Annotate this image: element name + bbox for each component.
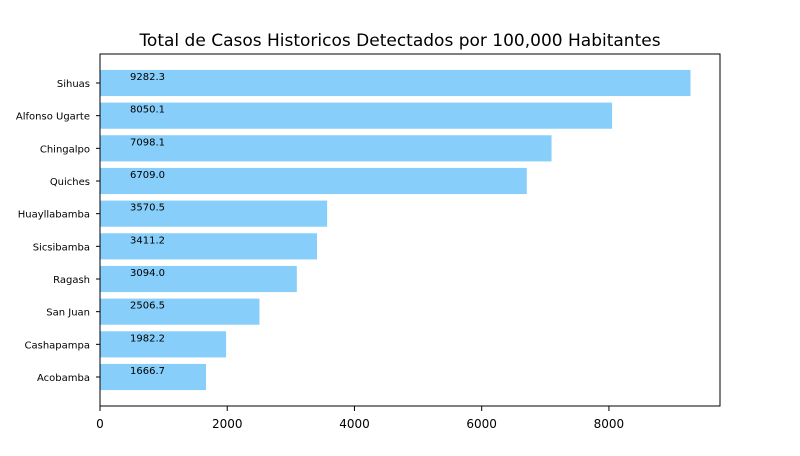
- value-label: 2506.5: [130, 301, 165, 312]
- bar: [100, 69, 691, 97]
- category-label: Huayllabamba: [18, 210, 90, 221]
- category-labels: Sihuas Alfonso Ugarte Chingalpo Quiches Huay…: [16, 79, 100, 384]
- bar: [100, 167, 527, 195]
- bars-layer: [100, 69, 691, 391]
- category-label: Cashapampa: [25, 340, 90, 351]
- value-labels: 9282.3 8050.1 7098.1 6709.0 3570.5 3411.2 3094…: [130, 72, 165, 377]
- x-tick-label: 6000: [466, 417, 497, 431]
- category-label: Ragash: [53, 275, 90, 286]
- bar: [100, 102, 613, 129]
- bar: [100, 363, 207, 391]
- bar: [100, 200, 328, 227]
- x-axis: 0 2000 4000 6000 8000: [96, 406, 624, 431]
- bar: [100, 265, 297, 293]
- bar: [100, 298, 260, 325]
- x-tick-label: 8000: [594, 417, 625, 431]
- category-label: Sicsibamba: [33, 242, 90, 253]
- value-label: 1666.7: [130, 366, 165, 377]
- x-tick-label: 0: [96, 417, 104, 431]
- category-label: Chingalpo: [40, 144, 90, 155]
- value-label: 9282.3: [130, 72, 165, 83]
- value-label: 8050.1: [130, 105, 165, 116]
- category-label: Acobamba: [37, 373, 90, 384]
- category-label: San Juan: [46, 308, 90, 319]
- plot-frame: [99, 53, 721, 407]
- category-label: Alfonso Ugarte: [16, 112, 90, 123]
- category-label: Quiches: [50, 177, 90, 188]
- value-label: 3094.0: [130, 268, 165, 279]
- x-tick-label: 2000: [212, 417, 243, 431]
- value-label: 3570.5: [130, 203, 165, 214]
- bar: [100, 135, 552, 162]
- value-label: 3411.2: [130, 235, 165, 246]
- value-label: 1982.2: [130, 333, 165, 344]
- value-label: 7098.1: [130, 137, 165, 148]
- x-tick-label: 4000: [339, 417, 370, 431]
- value-label: 6709.0: [130, 170, 165, 181]
- chart-title: Total de Casos Historicos Detectados por…: [138, 31, 660, 51]
- bar: [100, 233, 318, 260]
- bar: [100, 331, 227, 358]
- category-label: Sihuas: [57, 79, 90, 90]
